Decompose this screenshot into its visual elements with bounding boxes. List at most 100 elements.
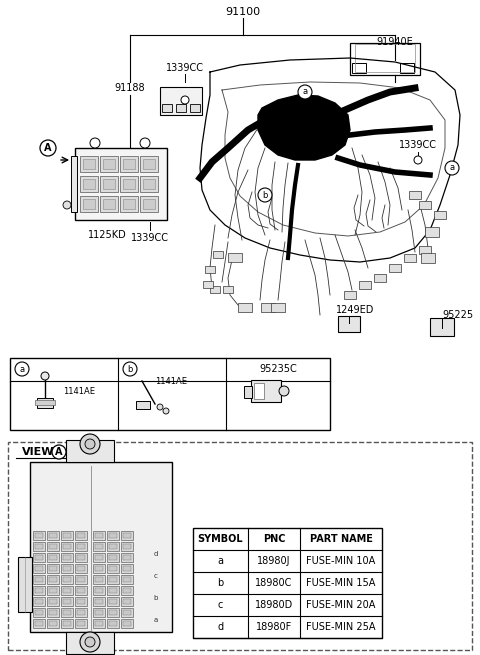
Bar (33, 553, 45, 562)
Bar (107, 564, 119, 573)
Bar (338, 316, 360, 332)
Text: 1339CC: 1339CC (166, 63, 204, 73)
Bar (10, 358, 330, 430)
Bar (61, 553, 73, 562)
Bar (61, 608, 73, 617)
Bar (49, 566, 57, 571)
Text: 91940E: 91940E (377, 37, 413, 47)
Bar (103, 179, 115, 189)
Bar (80, 156, 98, 172)
Bar (160, 87, 202, 115)
Bar (430, 318, 454, 336)
Bar (95, 577, 103, 582)
Bar (434, 211, 446, 219)
Bar (33, 531, 45, 540)
Bar (61, 542, 73, 551)
Bar (109, 533, 117, 538)
Circle shape (140, 138, 150, 148)
Text: 18980J: 18980J (257, 556, 291, 566)
Bar (140, 156, 158, 172)
Bar (143, 159, 155, 169)
Text: c: c (154, 573, 158, 579)
Bar (61, 564, 73, 573)
Bar (107, 553, 119, 562)
Bar (75, 619, 87, 628)
Bar (121, 586, 133, 595)
Bar (355, 44, 415, 72)
Bar (33, 575, 45, 584)
Bar (261, 303, 275, 312)
Bar (123, 544, 131, 549)
Bar (63, 577, 71, 582)
Bar (120, 196, 138, 212)
Bar (77, 621, 85, 626)
Bar (83, 159, 95, 169)
Text: b: b (154, 595, 158, 601)
Bar (80, 196, 98, 212)
Bar (359, 281, 371, 289)
Bar (107, 575, 119, 584)
Text: 18980D: 18980D (255, 600, 293, 610)
Circle shape (298, 85, 312, 99)
Bar (107, 542, 119, 551)
Circle shape (90, 138, 100, 148)
Bar (35, 621, 43, 626)
Bar (49, 577, 57, 582)
Bar (77, 544, 85, 549)
Bar (350, 43, 420, 75)
Circle shape (41, 372, 49, 380)
Bar (33, 586, 45, 595)
Bar (389, 264, 401, 272)
Bar (30, 462, 172, 632)
Bar (75, 531, 87, 540)
Bar (93, 531, 105, 540)
Bar (109, 577, 117, 582)
Bar (419, 201, 431, 209)
Circle shape (80, 434, 100, 454)
Text: FUSE-MIN 15A: FUSE-MIN 15A (306, 578, 376, 588)
Text: a: a (449, 164, 455, 172)
Bar (75, 542, 87, 551)
Bar (49, 533, 57, 538)
Circle shape (157, 404, 163, 410)
Text: 91100: 91100 (226, 7, 261, 17)
Circle shape (40, 140, 56, 156)
Bar (95, 544, 103, 549)
Bar (49, 599, 57, 604)
Bar (238, 303, 252, 312)
Bar (47, 542, 59, 551)
Bar (123, 566, 131, 571)
Circle shape (258, 188, 272, 202)
Bar (93, 586, 105, 595)
Bar (66, 440, 114, 462)
Text: FUSE-MIN 20A: FUSE-MIN 20A (306, 600, 376, 610)
Bar (123, 577, 131, 582)
Bar (100, 156, 118, 172)
Text: FUSE-MIN 10A: FUSE-MIN 10A (306, 556, 376, 566)
Bar (205, 266, 215, 273)
Circle shape (63, 201, 71, 209)
Bar (63, 566, 71, 571)
Bar (93, 597, 105, 606)
Bar (47, 564, 59, 573)
Bar (35, 577, 43, 582)
Text: 1125KD: 1125KD (88, 230, 127, 240)
Bar (63, 533, 71, 538)
Bar (374, 274, 386, 282)
Bar (121, 542, 133, 551)
Text: 1339CC: 1339CC (131, 233, 169, 243)
Bar (203, 281, 213, 288)
Bar (49, 555, 57, 560)
Text: 1141AE: 1141AE (63, 386, 95, 396)
Polygon shape (258, 95, 350, 160)
Bar (37, 398, 53, 408)
Circle shape (80, 632, 100, 652)
Bar (123, 599, 131, 604)
Bar (35, 566, 43, 571)
Bar (8, 442, 472, 650)
Text: b: b (127, 364, 132, 373)
Bar (95, 566, 103, 571)
Circle shape (445, 161, 459, 175)
Text: b: b (217, 578, 224, 588)
Bar (193, 528, 382, 638)
